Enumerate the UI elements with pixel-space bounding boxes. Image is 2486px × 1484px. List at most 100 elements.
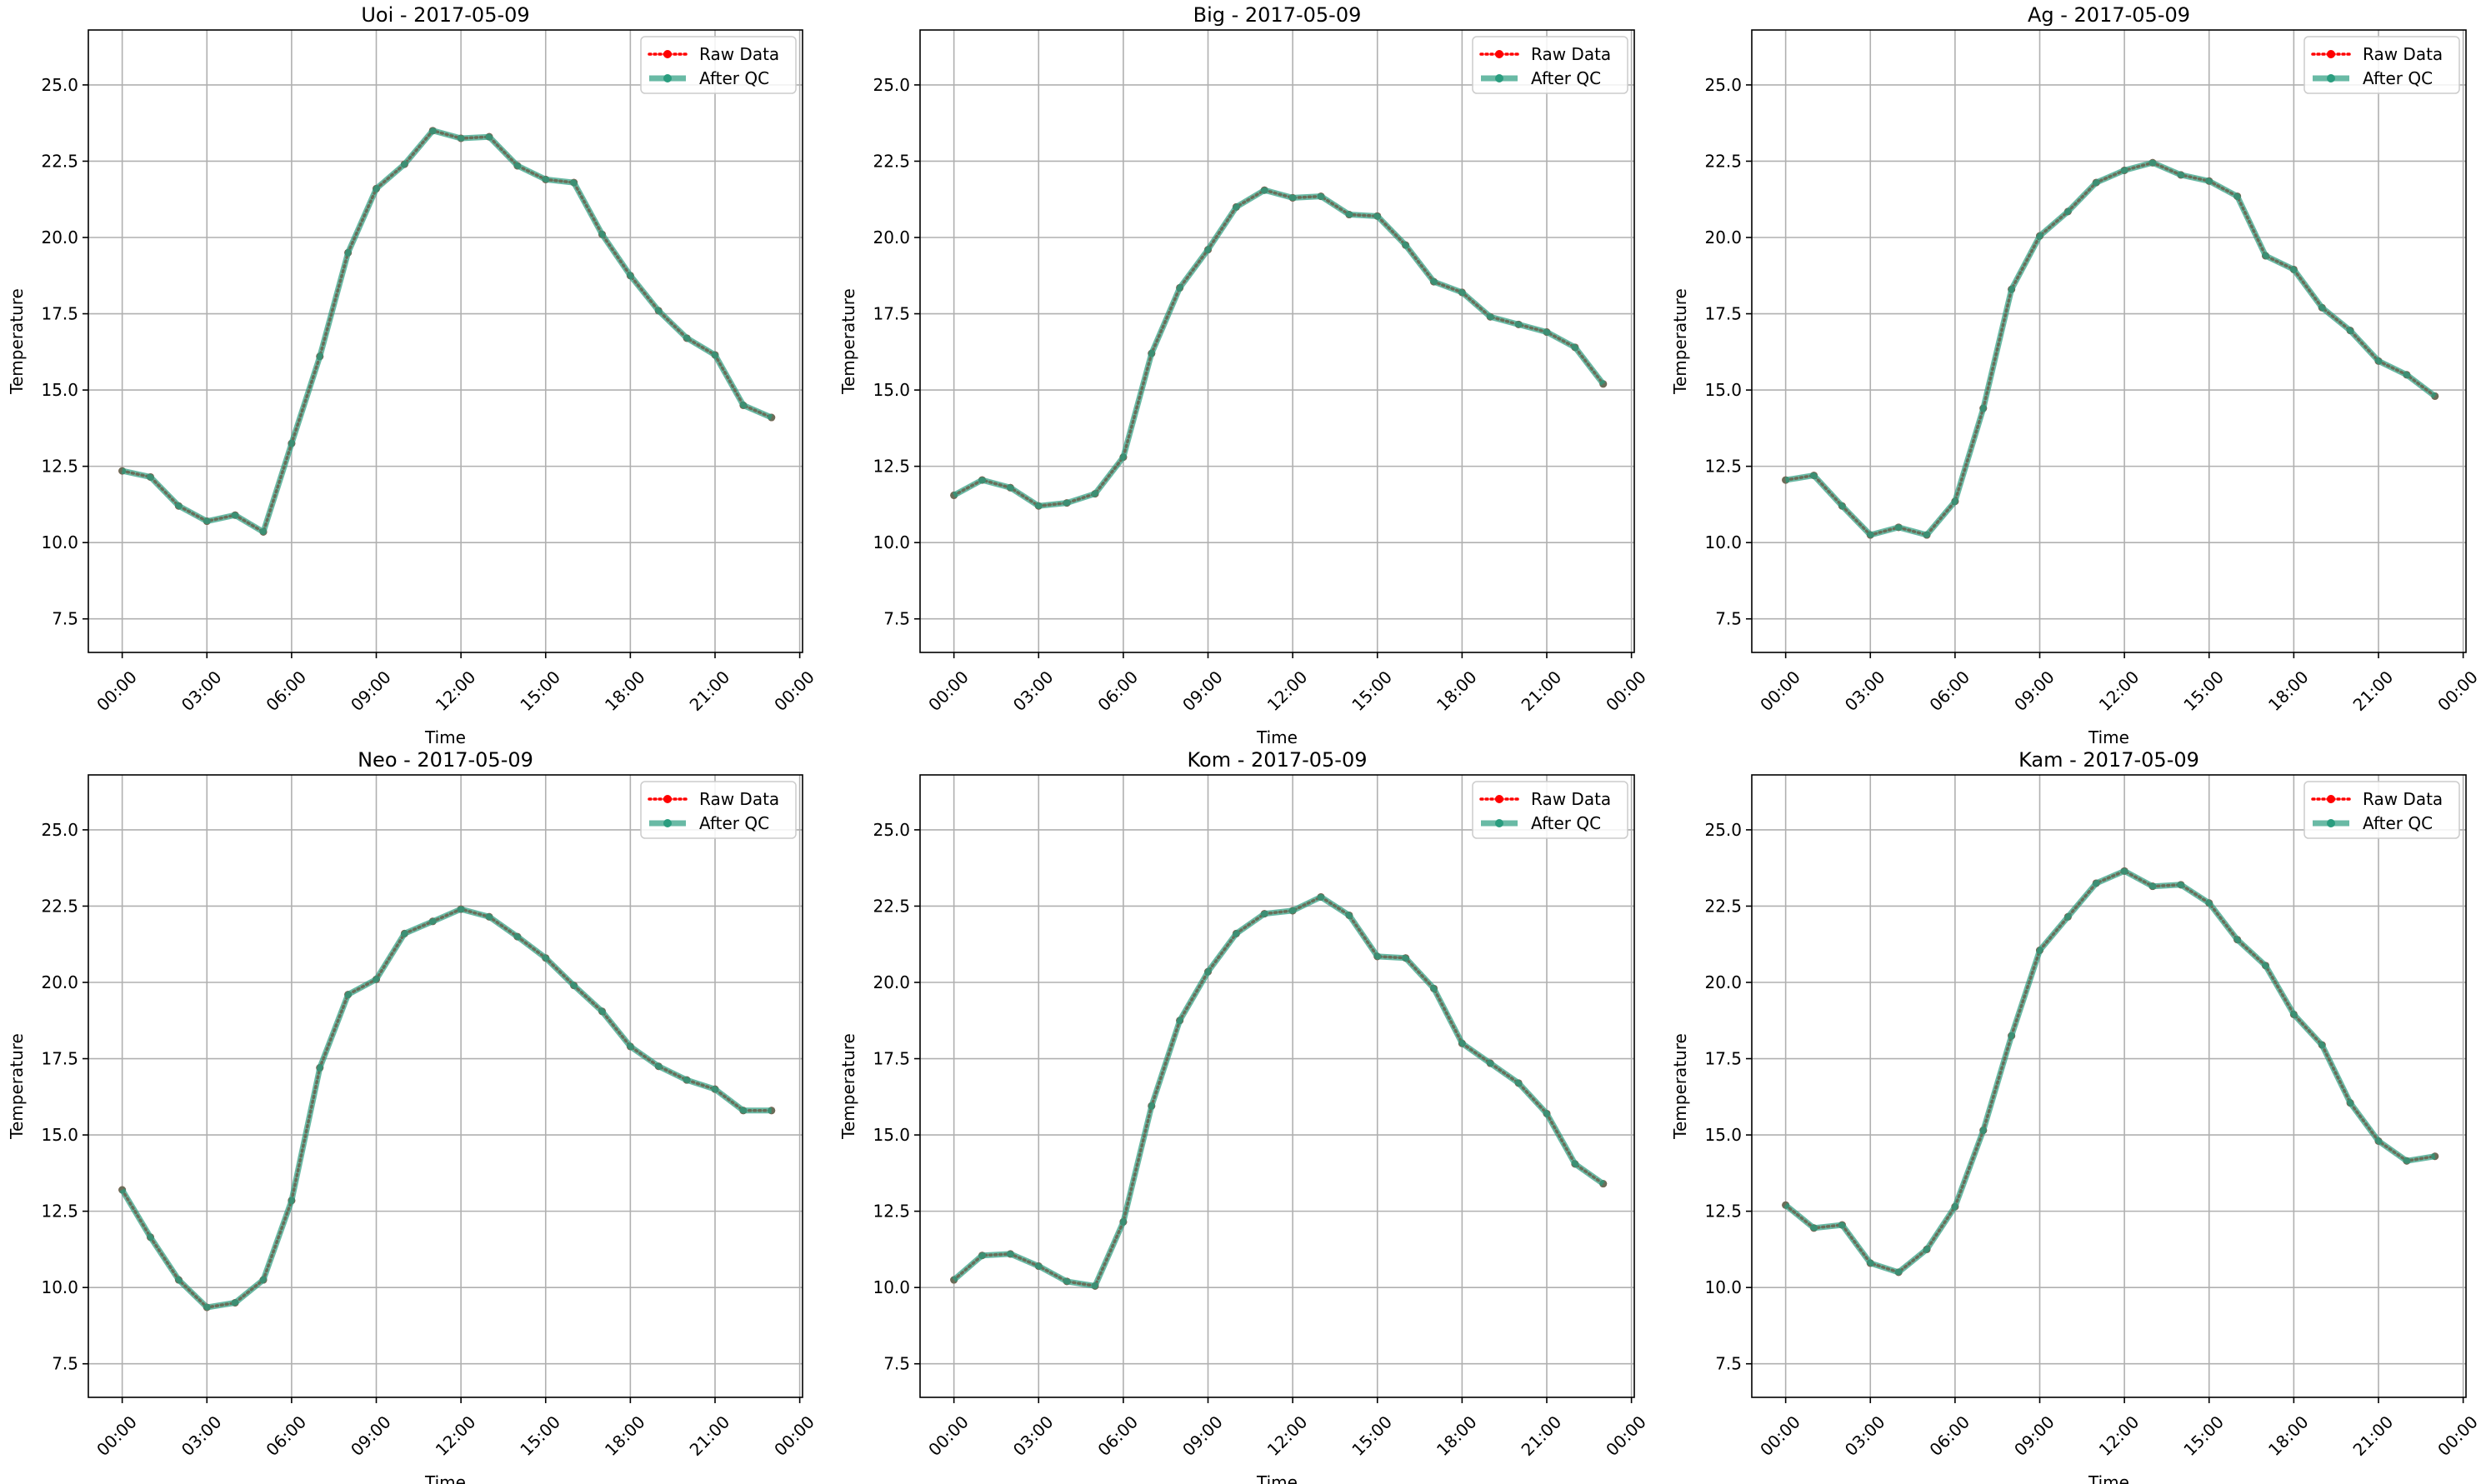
y-tick-label: 10.0 <box>1704 1277 1742 1297</box>
chart-panel: 7.5 10.0 12.5 15.0 17.5 20.0 22.5 25.0 00:00 03:0… <box>838 748 1650 1484</box>
after-qc-point <box>1232 202 1240 211</box>
after-qc-point <box>626 272 634 280</box>
after-qc-point <box>1894 523 1903 532</box>
after-qc-point <box>1866 531 1874 539</box>
chart-title: Ag - 2017-05-09 <box>2028 3 2190 27</box>
x-tick-label: 06:00 <box>1925 667 1973 715</box>
y-tick-label: 22.5 <box>873 896 910 916</box>
x-tick-label: 15:00 <box>516 667 564 715</box>
after-qc-point <box>978 1252 987 1260</box>
legend-qc-label: After QC <box>1531 813 1601 833</box>
after-qc-point <box>2403 371 2411 379</box>
after-qc-point <box>950 491 958 499</box>
after-qc-point <box>2233 192 2242 201</box>
after-qc-point <box>1979 404 1988 412</box>
x-tick-label: 06:00 <box>1093 667 1142 715</box>
y-tick-label: 7.5 <box>883 609 910 629</box>
legend-raw-label: Raw Data <box>2363 44 2443 64</box>
y-tick-label: 17.5 <box>873 304 910 324</box>
after-qc-point <box>2008 285 2016 293</box>
after-qc-point <box>288 1197 296 1205</box>
after-qc-point <box>2346 327 2354 335</box>
x-tick-label: 18:00 <box>601 667 649 715</box>
after-qc-point <box>711 1085 719 1093</box>
after-qc-point <box>1091 1282 1099 1290</box>
y-tick-label: 15.0 <box>873 1125 910 1145</box>
x-tick-label: 18:00 <box>601 1412 649 1460</box>
after-qc-point <box>316 1064 324 1072</box>
after-qc-point <box>1951 497 1959 506</box>
after-qc-point <box>1402 241 1410 249</box>
x-tick-label: 15:00 <box>516 1412 564 1460</box>
after-qc-point <box>1148 1102 1156 1110</box>
after-qc-point <box>2148 158 2157 167</box>
x-tick-label: 00:00 <box>1756 667 1804 715</box>
y-tick-label: 17.5 <box>41 304 78 324</box>
after-qc-point <box>1543 1109 1551 1117</box>
after-qc-point <box>1951 1202 1959 1211</box>
legend-raw-label: Raw Data <box>699 789 779 809</box>
after-qc-point <box>2036 232 2044 240</box>
y-tick-label: 15.0 <box>1704 380 1742 400</box>
x-tick-label: 00:00 <box>924 1412 973 1460</box>
after-qc-point <box>203 1303 211 1312</box>
after-qc-line <box>1785 159 2437 538</box>
x-tick-label: 09:00 <box>347 667 395 715</box>
after-qc-point <box>1288 907 1297 915</box>
after-qc-point <box>1204 246 1213 254</box>
after-qc-point <box>1599 380 1608 388</box>
axes-frame <box>919 774 1635 1398</box>
after-qc-point <box>1514 1079 1523 1087</box>
after-qc-point <box>2431 1152 2439 1161</box>
chart-title: Big - 2017-05-09 <box>1193 3 1362 27</box>
legend-raw-label: Raw Data <box>1531 44 1611 64</box>
y-tick-label: 25.0 <box>1704 75 1742 95</box>
after-qc-point <box>2120 867 2128 875</box>
after-qc-point <box>174 1276 183 1284</box>
after-qc-point <box>344 248 353 257</box>
y-tick-label: 12.5 <box>1704 457 1742 477</box>
y-tick-label: 10.0 <box>873 532 910 552</box>
after-qc-point <box>1034 1262 1043 1271</box>
after-qc-point <box>739 401 748 409</box>
raw-data-line <box>120 128 773 535</box>
raw-data-line <box>1783 161 2437 537</box>
y-tick-label: 22.5 <box>1704 896 1742 916</box>
y-tick-label: 15.0 <box>41 380 78 400</box>
y-tick-label: 20.0 <box>1704 227 1742 247</box>
after-qc-point <box>2403 1157 2411 1165</box>
y-tick-label: 7.5 <box>1715 1354 1742 1374</box>
y-tick-label: 10.0 <box>1704 532 1742 552</box>
chart-panel: 7.5 10.0 12.5 15.0 17.5 20.0 22.5 25.0 00:00 03:0… <box>1670 748 2482 1484</box>
after-qc-point <box>1923 1245 1931 1253</box>
y-tick-label: 25.0 <box>1704 820 1742 840</box>
after-qc-point <box>1119 1217 1128 1226</box>
after-qc-point <box>2346 1099 2354 1107</box>
after-qc-point <box>1148 349 1156 357</box>
legend: Raw Data After QC <box>2303 36 2460 94</box>
y-axis-label: Temperature <box>1670 288 1690 395</box>
after-qc-point <box>1402 954 1410 962</box>
after-qc-point <box>2008 1032 2016 1040</box>
after-qc-line <box>952 187 1606 509</box>
after-qc-point <box>2120 166 2128 174</box>
after-qc-point <box>288 439 296 447</box>
after-qc-point <box>231 511 239 519</box>
x-tick-label: 09:00 <box>1178 667 1227 715</box>
legend: Raw Data After QC <box>640 36 797 94</box>
after-qc-point <box>1260 910 1268 918</box>
after-qc-point <box>1571 343 1579 352</box>
legend-raw-label: Raw Data <box>1531 789 1611 809</box>
x-tick-label: 00:00 <box>2433 1412 2482 1460</box>
legend-qc-marker <box>663 74 672 82</box>
after-qc-point <box>2092 879 2100 887</box>
y-tick-label: 10.0 <box>41 1277 78 1297</box>
x-tick-label: 03:00 <box>1841 667 1889 715</box>
after-qc-point <box>1232 929 1240 937</box>
after-qc-line <box>952 894 1605 1289</box>
y-tick-label: 25.0 <box>41 820 78 840</box>
y-tick-label: 12.5 <box>1704 1202 1742 1222</box>
y-tick-label: 10.0 <box>873 1277 910 1297</box>
x-axis-label: Time <box>424 1472 466 1484</box>
